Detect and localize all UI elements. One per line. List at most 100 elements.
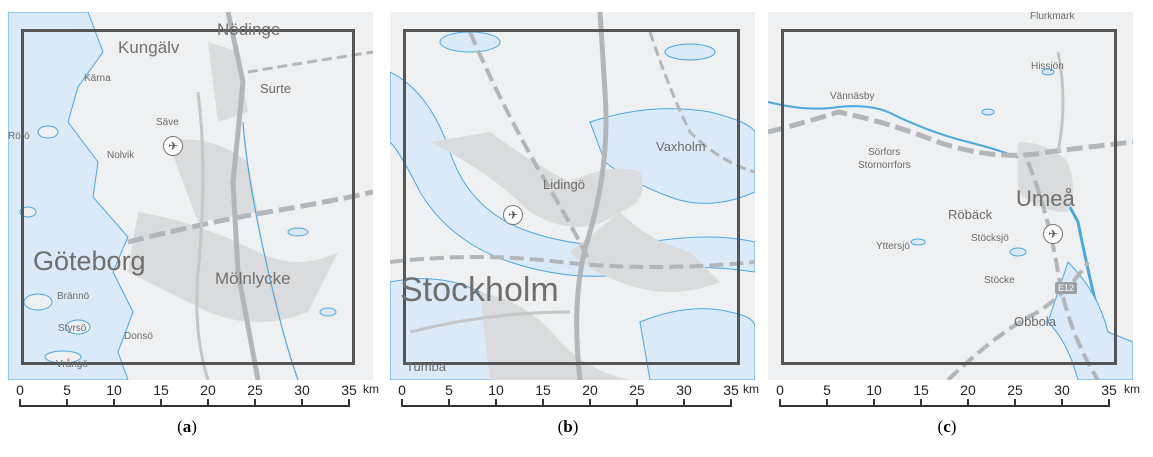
study-area-frame-b xyxy=(403,29,740,365)
scale-tick-label: 0 xyxy=(776,382,784,398)
scale-tick-label: 25 xyxy=(247,382,263,398)
place-label: Stöcke xyxy=(984,275,1015,286)
scale-tick-label: 35 xyxy=(723,382,739,398)
place-label: Brännö xyxy=(57,291,90,302)
place-label: Sörfors xyxy=(868,147,901,158)
scale-tick-label: 30 xyxy=(294,382,310,398)
place-label: Vännäsby xyxy=(830,91,875,102)
scale-tick xyxy=(66,399,68,407)
scale-tick xyxy=(826,399,828,407)
place-label: Röbäck xyxy=(948,207,993,222)
place-label: Styrsö xyxy=(58,323,87,334)
place-label: Tumba xyxy=(406,359,446,374)
study-area-frame-c xyxy=(781,29,1117,365)
airport-icon: ✈ xyxy=(163,136,183,156)
place-label: Stöcksjö xyxy=(971,233,1009,244)
scale-tick xyxy=(1108,399,1110,407)
scale-tick-label: 20 xyxy=(200,382,216,398)
scale-tick xyxy=(636,399,638,407)
scale-tick-label: 15 xyxy=(535,382,551,398)
map-a-basemap xyxy=(8,12,373,380)
scale-tick-label: 10 xyxy=(106,382,122,398)
scale-tick xyxy=(873,399,875,407)
scale-tick xyxy=(301,399,303,407)
place-label: Kärna xyxy=(84,73,111,84)
place-label: Vrångö xyxy=(56,359,88,370)
scale-tick-label: 10 xyxy=(866,382,882,398)
place-label-major: Göteborg xyxy=(33,246,146,276)
scale-tick xyxy=(589,399,591,407)
place-label: Obbola xyxy=(1014,314,1056,329)
airport-icon: ✈ xyxy=(1043,224,1063,244)
panel-caption-b: (b) xyxy=(557,417,579,436)
map-a: Nödinge Kungälv Kärna Surte Säve ✈ Rörö … xyxy=(8,12,373,380)
scale-tick-label: 20 xyxy=(960,382,976,398)
scale-tick-label: 5 xyxy=(63,382,71,398)
scale-tick xyxy=(967,399,969,407)
scale-line xyxy=(780,405,1109,407)
road-shield-e12: E12 xyxy=(1055,282,1078,294)
scale-tick xyxy=(113,399,115,407)
scale-tick xyxy=(401,399,403,407)
scale-unit-label: km xyxy=(363,382,379,396)
place-label: Mölnlycke xyxy=(215,269,291,288)
map-c-basemap xyxy=(768,12,1133,380)
map-b-basemap xyxy=(390,12,755,380)
scale-unit-label: km xyxy=(743,382,759,396)
place-label-major: Stockholm xyxy=(400,271,559,309)
place-label: Flurkmark xyxy=(1030,12,1075,22)
place-label: Vaxholm xyxy=(656,139,706,154)
scale-tick-label: 30 xyxy=(1054,382,1070,398)
scale-unit-label: km xyxy=(1124,382,1140,396)
place-label: Yttersjö xyxy=(876,241,910,252)
scale-line xyxy=(20,405,349,407)
scale-tick-label: 20 xyxy=(582,382,598,398)
map-panel-b: Vaxholm Lidingö ✈ Stockholm Tumba 0 5 10… xyxy=(390,0,759,457)
scale-tick-label: 0 xyxy=(16,382,24,398)
scale-line xyxy=(402,405,731,407)
scale-tick-label: 5 xyxy=(823,382,831,398)
place-label: Surte xyxy=(260,81,292,96)
scale-tick-label: 25 xyxy=(629,382,645,398)
study-area-frame-a xyxy=(21,29,355,365)
map-panel-c: Flurkmark Hissjön Vännäsby Sörfors Storn… xyxy=(768,0,1140,457)
scale-tick xyxy=(920,399,922,407)
scale-tick-label: 35 xyxy=(1101,382,1117,398)
map-panel-a: Nödinge Kungälv Kärna Surte Säve ✈ Rörö … xyxy=(8,0,379,457)
place-label: Lidingö xyxy=(543,177,585,192)
place-label: Rörö xyxy=(8,131,30,142)
scale-tick-label: 30 xyxy=(676,382,692,398)
scale-tick xyxy=(495,399,497,407)
place-label: Nödinge xyxy=(217,20,281,39)
panel-caption-c: (c) xyxy=(937,417,957,436)
scale-tick xyxy=(448,399,450,407)
place-label: Hissjön xyxy=(1031,61,1064,72)
place-label: Donsö xyxy=(124,331,153,342)
scale-bar-a: 0 5 10 15 20 25 30 35 km xyxy=(8,378,379,428)
airport-icon: ✈ xyxy=(503,205,523,225)
place-label: Kungälv xyxy=(118,38,180,57)
scale-tick-label: 5 xyxy=(445,382,453,398)
scale-tick-label: 10 xyxy=(488,382,504,398)
scale-tick xyxy=(160,399,162,407)
scale-bar-c: 0 5 10 15 20 25 30 35 km xyxy=(768,378,1140,428)
scale-tick xyxy=(730,399,732,407)
scale-tick-label: 0 xyxy=(398,382,406,398)
scale-tick xyxy=(1014,399,1016,407)
scale-tick-label: 35 xyxy=(341,382,357,398)
scale-tick-label: 15 xyxy=(913,382,929,398)
place-label: Säve xyxy=(156,117,179,128)
scale-bar-b: 0 5 10 15 20 25 30 35 km xyxy=(390,378,759,428)
place-label: Stornorrfors xyxy=(858,160,911,171)
place-label: Nolvik xyxy=(107,150,135,161)
scale-tick xyxy=(542,399,544,407)
panel-caption-a: (a) xyxy=(177,417,197,436)
scale-tick xyxy=(207,399,209,407)
map-b: Vaxholm Lidingö ✈ Stockholm Tumba xyxy=(390,12,755,380)
scale-tick xyxy=(348,399,350,407)
scale-tick-label: 25 xyxy=(1007,382,1023,398)
scale-tick xyxy=(683,399,685,407)
scale-tick xyxy=(254,399,256,407)
map-c: Flurkmark Hissjön Vännäsby Sörfors Storn… xyxy=(768,12,1133,380)
scale-tick-label: 15 xyxy=(153,382,169,398)
